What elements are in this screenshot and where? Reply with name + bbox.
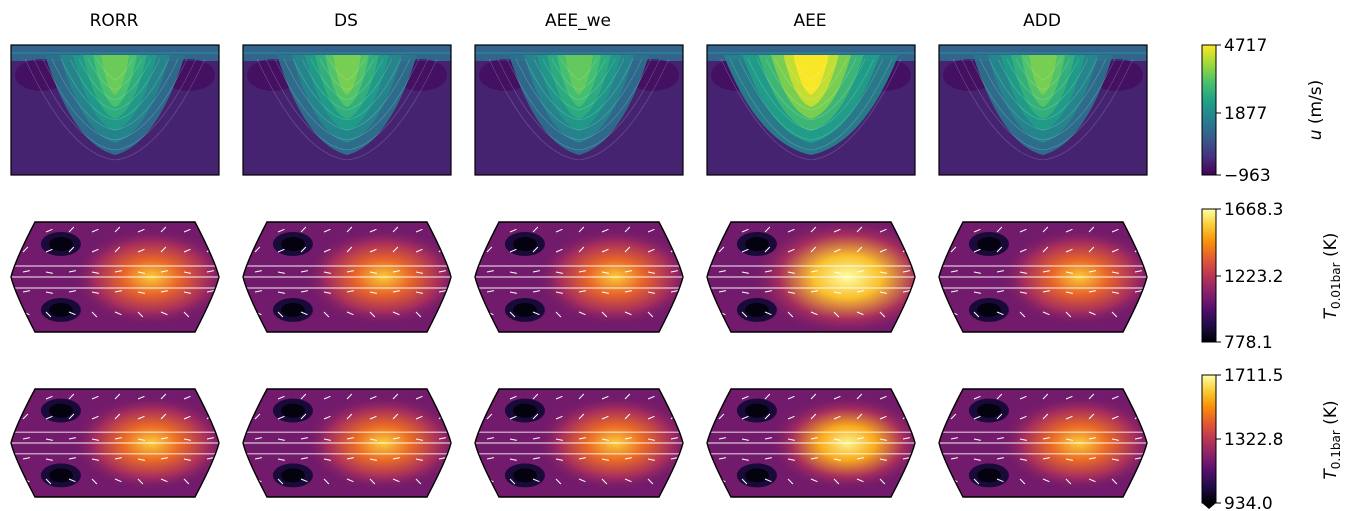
u-panel-rorr — [10, 44, 220, 176]
colorbar-t01-gradient — [1201, 374, 1217, 504]
map-panel-b-rorr — [10, 388, 220, 498]
map-panel-a-ds — [242, 221, 452, 333]
u-panel-add — [938, 44, 1148, 176]
u-panel-aee — [706, 44, 916, 176]
colorbar-t01-label-min: 934.0 — [1224, 494, 1273, 511]
colorbar-t01-label-mid: 1322.8 — [1224, 430, 1283, 450]
colorbar-u: 4717 1877 −963 u (m/s) — [1201, 36, 1326, 186]
colorbar-t001-title: T0.01bar (K) — [1321, 233, 1343, 320]
colorbar-t01-label-max: 1711.5 — [1224, 366, 1283, 386]
map-panel-b-ds — [242, 388, 452, 498]
colorbar-u-gradient — [1201, 44, 1217, 176]
u-panel-aee-we — [474, 44, 684, 176]
map-panel-a-rorr — [10, 221, 220, 333]
colorbar-t01-extend-arrow — [1202, 503, 1216, 509]
colorbar-u-label-mid: 1877 — [1224, 104, 1267, 124]
map-panel-b-aee — [706, 388, 916, 498]
map-panel-a-aee — [706, 221, 916, 333]
colorbar-u-title: u (m/s) — [1306, 80, 1326, 141]
column-title-ds: DS — [334, 11, 358, 31]
panels — [10, 44, 1148, 498]
map-panel-b-add — [938, 388, 1148, 498]
map-panel-a-aee-we — [474, 221, 684, 333]
u-panel-ds — [242, 44, 452, 176]
colorbar-t001: 1668.3 1223.2 778.1 T0.01bar (K) — [1201, 200, 1343, 353]
colorbar-t01-title: T0.1bar (K) — [1321, 400, 1343, 479]
colorbar-t01: 1711.5 1322.8 934.0 T0.1bar (K) — [1201, 366, 1343, 511]
map-panel-b-aee-we — [474, 388, 684, 498]
map-panel-a-add — [938, 221, 1148, 333]
column-title-aee-we: AEE_we — [545, 11, 611, 31]
colorbar-t001-gradient — [1201, 208, 1217, 343]
colorbar-t001-label-min: 778.1 — [1224, 333, 1273, 353]
column-title-rorr: RORR — [90, 11, 139, 31]
colorbar-u-label-max: 4717 — [1224, 36, 1267, 56]
column-titles: RORR DS AEE_we AEE ADD — [90, 11, 1061, 31]
column-title-aee: AEE — [793, 11, 826, 31]
colorbar-t001-label-mid: 1223.2 — [1224, 267, 1283, 287]
column-title-add: ADD — [1023, 11, 1061, 31]
colorbar-u-label-min: −963 — [1224, 166, 1271, 186]
colorbar-t001-label-max: 1668.3 — [1224, 200, 1283, 220]
